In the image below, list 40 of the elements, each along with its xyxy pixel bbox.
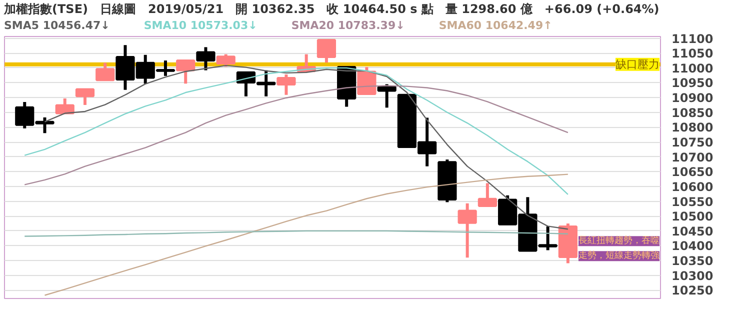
y-tick-label: 11050 bbox=[672, 46, 714, 61]
line-series bbox=[44, 174, 569, 296]
candlestick bbox=[55, 98, 74, 114]
y-tick-label: 10550 bbox=[672, 194, 714, 209]
candlestick bbox=[176, 60, 196, 84]
candlestick bbox=[316, 39, 336, 63]
y-tick-label: 10750 bbox=[672, 136, 714, 150]
text: 長紅扭轉趨勢，吞噬走勢，短線走勢轉強 bbox=[578, 235, 660, 262]
candlestick bbox=[75, 88, 95, 105]
y-tick-label: 10300 bbox=[672, 268, 714, 283]
text: SMA20 10783.39↓ bbox=[291, 19, 405, 32]
candlestick bbox=[276, 74, 296, 95]
y-tick-label: 11000 bbox=[672, 61, 714, 76]
y-tick-label: 10450 bbox=[672, 224, 714, 238]
candlestick bbox=[96, 62, 115, 82]
y-tick-label: 11100 bbox=[672, 32, 714, 46]
candlestick bbox=[357, 67, 376, 95]
line-series bbox=[24, 67, 569, 196]
chart-title: 加權指數(TSE) 日線圖 2019/05/21 開 10362.35 收 10464.50 s 點 量 1298.60 億 +66.09 (+0.64%) bbox=[4, 1, 660, 18]
y-tick-label: 10600 bbox=[672, 180, 714, 194]
candlestick bbox=[216, 54, 236, 67]
text: SMA5 10456.47↓ bbox=[4, 19, 110, 32]
ref-line-label: 缺口壓力 bbox=[615, 58, 660, 71]
y-tick-label: 10400 bbox=[672, 239, 714, 254]
text: SMA10 10573.03↓ bbox=[144, 19, 258, 32]
y-tick-label: 10850 bbox=[672, 106, 714, 120]
y-tick-label: 10700 bbox=[672, 150, 714, 164]
y-tick-label: 10350 bbox=[672, 254, 714, 268]
y-tick-label: 10950 bbox=[672, 76, 714, 90]
candlestick bbox=[196, 47, 216, 70]
y-tick-label: 10500 bbox=[672, 210, 714, 224]
y-tick-label: 10800 bbox=[672, 120, 714, 135]
line-series bbox=[24, 85, 569, 186]
y-tick-label: 10650 bbox=[672, 165, 714, 180]
candlestick bbox=[458, 203, 477, 258]
text: SMA60 10642.49↑ bbox=[438, 19, 552, 32]
y-tick-label: 10900 bbox=[672, 91, 714, 106]
candlestick bbox=[478, 183, 497, 208]
y-tick-label: 10250 bbox=[672, 284, 714, 298]
candlestick bbox=[377, 84, 396, 108]
